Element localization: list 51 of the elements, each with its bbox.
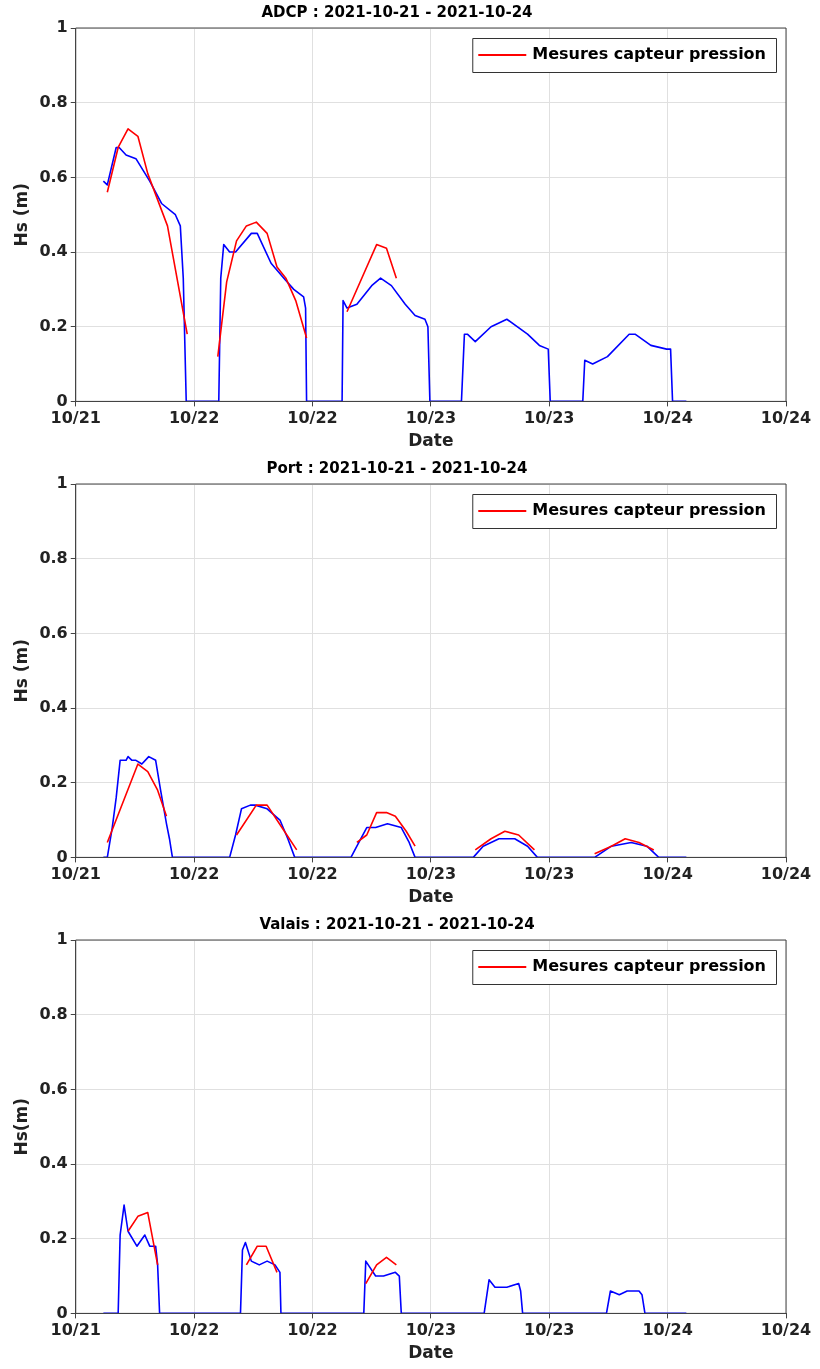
x-tick-label: 10/22 [287, 864, 338, 884]
legend-label: Mesures capteur pression [532, 956, 766, 976]
y-tick-label: 0.4 [39, 1153, 68, 1173]
x-tick-label: 10/23 [405, 408, 457, 428]
x-tick-label: 10/24 [760, 1320, 812, 1340]
y-tick-label: 0.4 [39, 241, 68, 261]
y-tick-label: 1 [56, 473, 68, 493]
legend-label: Mesures capteur pression [532, 44, 766, 64]
x-tick-label: 10/21 [50, 1320, 101, 1340]
y-axis-title: Hs (m) [10, 182, 31, 247]
y-tick-label: 0 [56, 1302, 68, 1322]
y-tick-label: 0 [56, 846, 68, 866]
x-tick-label: 10/22 [287, 1320, 338, 1340]
y-tick-label: 0.6 [39, 622, 68, 642]
x-tick-label: 10/21 [50, 408, 101, 428]
y-tick-label: 0.2 [39, 315, 68, 335]
y-tick-label: 0.8 [39, 547, 68, 567]
x-tick-label: 10/21 [50, 864, 101, 884]
x-tick-label: 10/22 [287, 408, 338, 428]
x-tick-label: 10/24 [642, 408, 693, 428]
x-tick-label: 10/22 [168, 408, 220, 428]
y-tick-label: 0.4 [39, 697, 68, 717]
chart-title: Port : 2021-10-21 - 2021-10-24 [266, 458, 528, 477]
y-tick-label: 0.6 [39, 1078, 68, 1098]
x-axis-title: Date [408, 430, 454, 451]
x-axis-title: Date [408, 886, 454, 907]
y-tick-label: 1 [56, 929, 68, 949]
x-tick-label: 10/22 [168, 1320, 220, 1340]
x-tick-label: 10/23 [524, 408, 575, 428]
y-tick-label: 0.8 [39, 1003, 68, 1023]
x-axis-title: Date [408, 1342, 454, 1363]
y-tick-label: 0 [56, 390, 68, 410]
y-axis-title: Hs(m) [10, 1097, 31, 1156]
chart-title: Valais : 2021-10-21 - 2021-10-24 [259, 914, 535, 933]
y-tick-label: 0.6 [39, 166, 68, 186]
y-axis-title: Hs (m) [10, 638, 31, 703]
y-tick-label: 0.8 [39, 91, 68, 111]
x-tick-label: 10/23 [405, 1320, 457, 1340]
legend-label: Mesures capteur pression [532, 500, 766, 520]
y-tick-label: 0.2 [39, 1227, 68, 1247]
x-tick-label: 10/22 [168, 864, 220, 884]
chart-title: ADCP : 2021-10-21 - 2021-10-24 [261, 2, 533, 21]
x-tick-label: 10/23 [405, 864, 457, 884]
y-tick-label: 0.2 [39, 771, 68, 791]
x-tick-label: 10/24 [760, 864, 812, 884]
x-tick-label: 10/24 [760, 408, 812, 428]
y-tick-label: 1 [56, 17, 68, 37]
x-tick-label: 10/24 [642, 1320, 693, 1340]
x-tick-label: 10/23 [524, 1320, 575, 1340]
x-tick-label: 10/24 [642, 864, 693, 884]
x-tick-label: 10/23 [524, 864, 575, 884]
